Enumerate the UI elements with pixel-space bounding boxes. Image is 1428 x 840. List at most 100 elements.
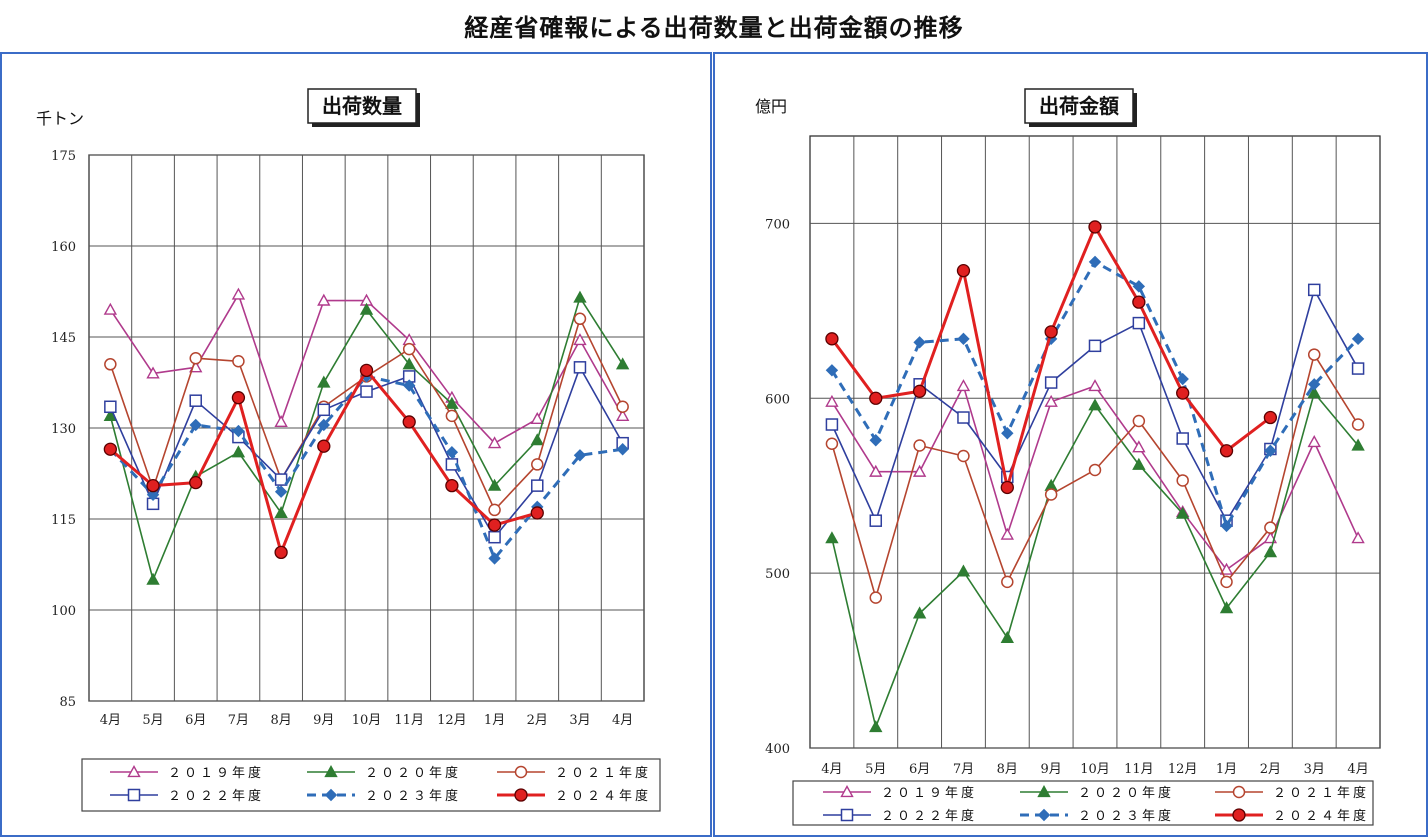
data-point-2020 [1088,398,1102,411]
legend-label-2022: ２０２２年度 [168,788,264,804]
data-point-2019 [1132,440,1146,453]
legend-marker-2024 [514,788,528,802]
data-point-2019 [825,394,839,407]
data-point-2024 [359,363,374,378]
data-point-2022 [531,479,544,492]
data-point-2020 [1307,386,1321,399]
data-point-2019 [615,408,630,421]
data-point-2023 [1264,444,1277,457]
data-point-2024 [231,391,246,405]
legend-marker-2023 [324,788,338,802]
data-point-2022 [957,411,970,424]
data-point-2023 [869,434,882,447]
data-point-2022 [274,473,288,486]
series-2021 [825,348,1365,604]
y-tick-label: 100 [51,604,76,619]
data-point-2022 [317,403,331,417]
data-point-2021 [957,449,970,463]
data-point-2020 [146,572,160,585]
legend-label-2023: ２０２３年度 [1078,808,1174,824]
data-point-2024 [956,263,971,278]
series-2020 [825,386,1365,733]
legend: ２０１９年度 ２０２０年度 ２０２１年度 ２０２２年度 ２０２３年度 ２０２４年度 [81,758,661,812]
gridlines [809,135,1381,749]
data-point-2023 [274,485,288,498]
data-point-2021 [1220,575,1233,589]
x-category-label: 12月 [437,713,467,728]
data-point-2020 [615,357,630,370]
data-point-2019 [573,333,587,346]
legend-marker-2019 [127,765,141,778]
data-point-2023 [189,418,202,432]
legend-label-2020: ２０２０年度 [365,765,461,781]
data-point-2019 [869,464,883,477]
series-2019 [103,287,630,449]
data-point-2019 [530,411,544,424]
data-point-2020 [1132,457,1146,470]
legend-marker-2021 [1232,785,1246,799]
data-point-2021 [445,409,459,423]
data-point-2021 [1351,418,1365,431]
x-category-label: 12月 [1168,762,1198,777]
data-point-2020 [274,505,288,519]
legend-marker-2020 [1037,785,1051,798]
data-point-2024 [1088,220,1102,234]
data-point-2021 [869,591,883,604]
x-category-label: 1月 [1216,762,1237,777]
data-point-2019 [274,414,288,428]
y-tick-label: 160 [51,240,76,255]
data-point-2019 [146,366,160,379]
data-point-2023 [1001,427,1014,440]
data-point-2023 [1088,255,1102,269]
series-2024 [825,220,1278,495]
x-category-label: 6月 [185,713,206,728]
data-point-2020 [1351,438,1365,451]
legend-label-2022: ２０２２年度 [881,808,977,824]
page-title: 経産省確報による出荷数量と出荷金額の推移 [464,14,964,42]
data-point-2023 [488,552,501,565]
data-point-2021 [825,437,839,450]
data-point-2024 [402,415,416,429]
quantity-chart: 千トン 出荷数量 85 100 115 130 145 160 175 4月 5月 6月 7月 8月 9月 1… [36,88,661,812]
data-point-2024 [445,478,459,493]
data-point-2019 [1044,394,1058,407]
legend-label-2021: ２０２１年度 [1273,785,1369,801]
data-point-2020 [912,606,927,619]
data-point-2019 [1351,531,1365,544]
legend-marker-2024 [1232,808,1246,822]
legend: ２０１９年度 ２０２０年度 ２０２１年度 ２０２２年度 ２０２３年度 ２０２４年度 [792,780,1374,826]
x-category-label: 8月 [997,762,1018,777]
x-category-label: 2月 [527,713,548,728]
x-category-label: 10月 [352,713,382,728]
x-category-label: 9月 [313,713,334,728]
data-point-2023 [825,364,839,377]
data-point-2024 [317,439,331,453]
data-point-2020 [317,375,331,388]
data-point-2020 [869,720,883,733]
data-point-2022 [1176,432,1189,445]
x-category-label: 7月 [228,713,249,728]
data-point-2024 [1263,410,1278,425]
x-category-label: 4月 [821,762,842,777]
data-point-2022 [360,385,373,398]
y-tick-label: 175 [51,149,76,164]
data-point-2024 [189,475,203,490]
data-point-2019 [1219,562,1234,575]
data-point-2024 [1000,480,1014,495]
amount-chart-panel: 億円 出荷金額 400 500 600 700 4月 5月 6月 7月 8月 9月 10月 11月 12月 1… [713,52,1428,837]
data-point-2021 [531,458,544,471]
x-category-label: 1月 [484,713,505,728]
data-point-2020 [530,433,544,446]
legend-box [81,758,661,812]
data-point-2024 [103,442,117,456]
data-point-2022 [1307,283,1321,297]
data-point-2019 [1307,435,1321,448]
data-point-2022 [573,361,587,374]
data-point-2023 [402,379,416,392]
legend-label-2024: ２０２４年度 [1273,808,1369,824]
data-point-2020 [573,290,587,303]
y-tick-label: 700 [765,217,790,232]
data-point-2020 [487,478,502,491]
x-category-label: 11月 [394,713,424,728]
data-point-2023 [957,332,970,346]
